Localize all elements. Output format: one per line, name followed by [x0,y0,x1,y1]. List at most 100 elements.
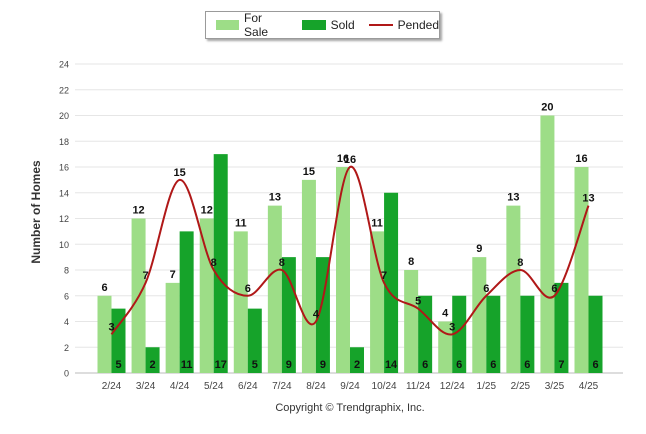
pended-value-label: 6 [245,283,251,295]
bar-sold [520,295,535,373]
sold-value-label: 6 [592,359,598,371]
for-sale-value-label: 13 [507,192,519,204]
pended-value-label: 8 [517,257,523,269]
pended-swatch [368,24,393,26]
legend-item-sold[interactable]: Sold [301,18,355,32]
y-axis-title: Number of Homes [29,160,43,264]
x-tick-label: 5/24 [204,381,224,392]
pended-value-label: 6 [551,283,557,295]
bar-for-sale [233,231,248,373]
sold-value-label: 2 [150,359,156,371]
bar-for-sale [165,282,180,373]
for-sale-value-label: 12 [201,205,213,217]
legend: For Sale Sold Pended [205,11,440,39]
sold-value-label: 9 [320,359,326,371]
bar-for-sale [336,167,350,373]
x-tick-label: 3/25 [545,381,565,392]
sold-swatch [301,20,326,30]
for-sale-value-label: 13 [269,192,281,204]
x-tick-label: 9/24 [340,381,360,392]
legend-label-pended: Pended [397,18,439,32]
sold-value-label: 14 [385,359,398,371]
bar-sold [111,308,126,373]
bar-sold [281,257,296,373]
for-sale-value-label: 16 [575,153,587,165]
x-tick-label: 11/24 [406,381,431,392]
for-sale-value-label: 8 [408,256,414,268]
sold-value-label: 17 [215,359,227,371]
y-tick-label: 14 [59,188,69,198]
y-tick-label: 10 [59,240,69,250]
pended-value-label: 13 [582,193,594,205]
y-tick-label: 6 [64,291,69,301]
pended-line [110,165,590,336]
bar-for-sale [506,205,521,373]
pended-value-label: 8 [279,257,285,269]
bar-sold [315,257,330,373]
pended-value-label: 16 [344,154,356,166]
legend-item-pended[interactable]: Pended [368,18,439,32]
sold-value-label: 6 [456,359,462,371]
for-sale-value-label: 4 [442,308,449,320]
y-tick-label: 24 [59,60,69,70]
x-tick-label: 2/24 [102,381,122,392]
y-tick-label: 20 [59,111,69,121]
for-sale-swatch [216,20,240,30]
bar-sold [588,295,603,373]
copyright-text: Copyright © Trendgraphix, Inc. [275,402,425,414]
x-tick-label: 2/25 [511,381,531,392]
y-tick-label: 0 [64,369,69,379]
pended-value-label: 8 [211,257,217,269]
for-sale-value-label: 11 [235,217,247,229]
x-tick-label: 10/24 [372,381,397,392]
sold-value-label: 6 [490,359,496,371]
y-tick-label: 4 [64,317,69,327]
x-tick-label: 6/24 [238,381,258,392]
pended-value-label: 4 [313,309,320,321]
bar-sold [418,295,433,373]
x-tick-label: 4/24 [170,381,190,392]
bar-for-sale [301,179,316,373]
bar-for-sale [540,115,555,373]
x-tick-label: 7/24 [272,381,292,392]
legend-item-for-sale[interactable]: For Sale [216,11,288,39]
for-sale-value-label: 11 [371,217,383,229]
pended-value-label: 15 [174,167,186,179]
x-tick-label: 8/24 [306,381,326,392]
for-sale-value-label: 20 [541,102,553,114]
pended-value-label: 3 [449,321,455,333]
pended-value-label: 7 [143,270,149,282]
for-sale-value-label: 6 [101,282,107,294]
sold-value-label: 6 [422,359,428,371]
legend-label-sold: Sold [330,18,355,32]
bar-sold [179,231,194,373]
bar-for-sale [97,295,112,373]
for-sale-value-label: 16 [337,153,349,165]
pended-value-label: 6 [483,283,489,295]
for-sale-value-label: 9 [476,243,482,255]
bar-sold [145,347,160,373]
y-tick-label: 22 [59,85,69,95]
sold-value-label: 5 [252,359,258,371]
bar-sold [247,308,262,373]
x-tick-label: 1/25 [477,381,497,392]
x-tick-label: 4/25 [579,381,599,392]
for-sale-value-label: 15 [303,166,315,178]
bar-sold [486,295,501,373]
legend-label-for-sale: For Sale [244,11,269,39]
x-tick-label: 3/24 [136,381,156,392]
sold-value-label: 2 [354,359,360,371]
bar-for-sale [370,231,385,373]
bar-for-sale [267,205,282,373]
bar-for-sale [199,218,214,373]
sold-value-label: 6 [524,359,530,371]
y-tick-label: 2 [64,343,69,353]
sold-value-label: 7 [558,359,564,371]
y-tick-label: 8 [64,266,69,276]
bar-sold [384,192,399,373]
pended-value-label: 7 [381,270,387,282]
sold-value-label: 11 [181,359,193,371]
y-tick-label: 16 [59,163,69,173]
sold-value-label: 5 [115,359,121,371]
